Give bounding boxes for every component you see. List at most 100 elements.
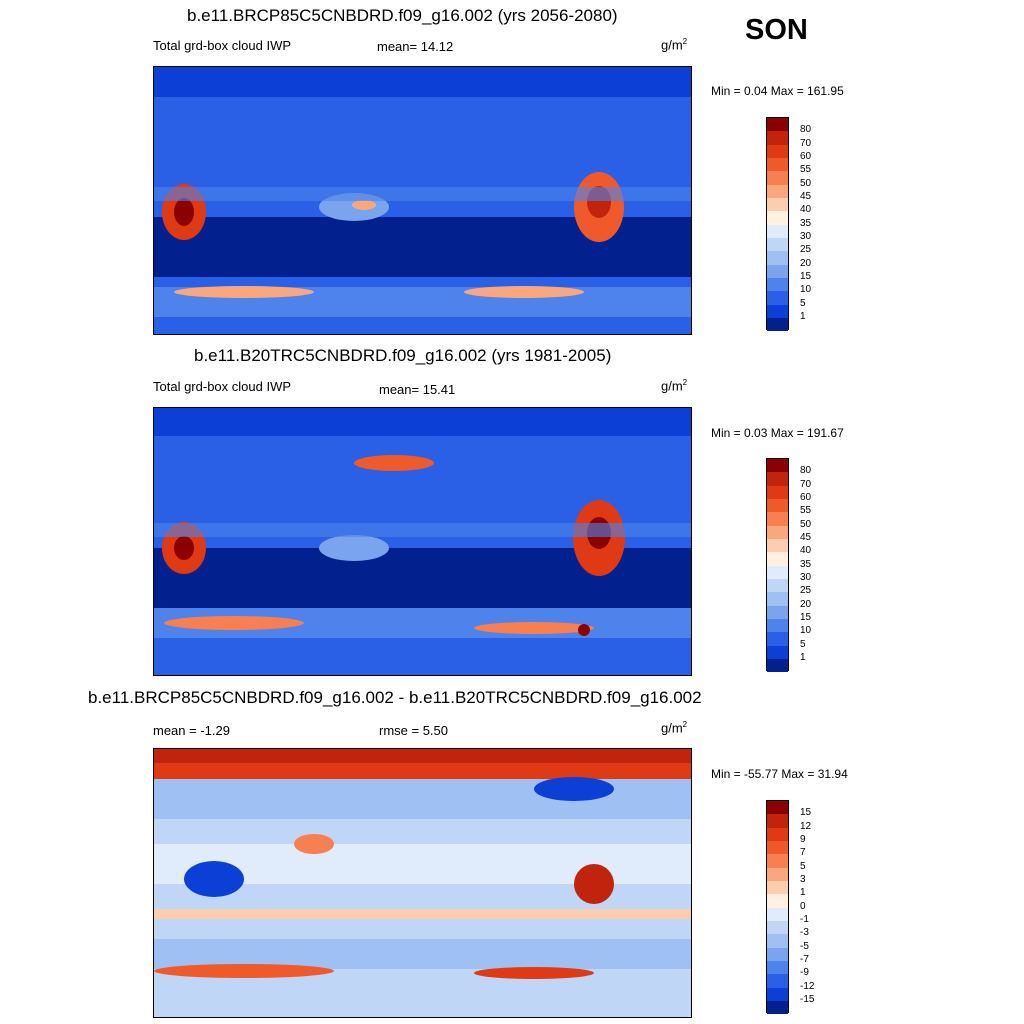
colorbar-tick-label: -9	[800, 967, 809, 979]
panel-1-min-max: Min = 0.04 Max = 161.95	[711, 84, 844, 98]
colorbar-swatch	[767, 987, 788, 1001]
colorbar-tick-label: 10	[800, 284, 812, 296]
colorbar-swatch	[767, 801, 788, 815]
colorbar-swatch	[767, 1000, 788, 1015]
colorbar-tick-label: 40	[800, 545, 812, 557]
colorbar-swatch	[767, 840, 788, 855]
colorbar-tick-label: 50	[800, 177, 812, 189]
colorbar-tick-label: 55	[800, 505, 812, 517]
colorbar-tick-label: -5	[800, 940, 809, 952]
colorbar-swatch	[767, 592, 788, 606]
colorbar-swatch	[767, 934, 788, 948]
colorbar-swatch	[767, 264, 788, 278]
colorbar-tick-label: 80	[800, 465, 812, 477]
panel-1-units: g/m2	[661, 37, 688, 53]
colorbar-tick-label: 45	[800, 531, 812, 543]
colorbar-tick-label: 80	[800, 124, 812, 136]
colorbar-tick-label: 1	[800, 887, 806, 899]
panel-1-title: b.e11.BRCP85C5CNBDRD.f09_g16.002 (yrs 20…	[187, 6, 618, 25]
colorbar-swatch	[767, 947, 788, 961]
colorbar-swatch	[767, 317, 788, 332]
colorbar-tick-label: 35	[800, 217, 812, 229]
colorbar-swatch	[767, 974, 788, 988]
colorbar-tick-label: 20	[800, 257, 812, 269]
colorbar-swatch	[767, 605, 788, 619]
panel-1-variable-label: Total grd-box cloud IWP	[153, 38, 292, 53]
colorbar-tick-label: 10	[800, 625, 812, 637]
colorbar-swatch	[767, 854, 788, 868]
colorbar-tick-label: 5	[800, 860, 806, 872]
panel-2-variable-label: Total grd-box cloud IWP	[153, 379, 292, 394]
colorbar-tick-label: 35	[800, 558, 812, 570]
panel-2-mean-label: mean= 15.41	[379, 382, 456, 397]
panel-2-colorbar-swatches	[766, 458, 789, 673]
colorbar-swatch	[767, 251, 788, 265]
panel-1-map	[153, 66, 692, 335]
colorbar-swatch	[767, 920, 788, 935]
colorbar-swatch	[767, 827, 788, 841]
colorbar-swatch	[767, 171, 788, 185]
colorbar-swatch	[767, 578, 788, 593]
colorbar-swatch	[767, 552, 788, 566]
colorbar-tick-label: -7	[800, 953, 809, 965]
colorbar-swatch	[767, 658, 788, 673]
colorbar-tick-label: 60	[800, 491, 812, 503]
colorbar-swatch	[767, 304, 788, 318]
colorbar-swatch	[767, 184, 788, 198]
colorbar-swatch	[767, 118, 788, 132]
colorbar-tick-label: 30	[800, 571, 812, 583]
panel-2-min-max: Min = 0.03 Max = 191.67	[711, 426, 844, 440]
season-label: SON	[745, 14, 808, 46]
colorbar-swatch	[767, 144, 788, 158]
colorbar-swatch	[767, 459, 788, 473]
colorbar-swatch	[767, 277, 788, 292]
colorbar-swatch	[767, 224, 788, 238]
colorbar-swatch	[767, 485, 788, 499]
colorbar-tick-label: 55	[800, 164, 812, 176]
colorbar-swatch	[767, 291, 788, 305]
colorbar-tick-label: 3	[800, 873, 806, 885]
colorbar-swatch	[767, 512, 788, 526]
colorbar-swatch	[767, 197, 788, 212]
colorbar-tick-label: 40	[800, 204, 812, 216]
colorbar-swatch	[767, 565, 788, 579]
colorbar-tick-label: -12	[800, 980, 815, 992]
panel-3-rmse-label: rmse = 5.50	[379, 723, 449, 738]
colorbar-tick-label: 15	[800, 611, 812, 623]
colorbar-swatch	[767, 960, 788, 975]
panel-2-units: g/m2	[661, 378, 688, 394]
colorbar-tick-label: 25	[800, 244, 812, 256]
colorbar-tick-label: 15	[800, 270, 812, 282]
colorbar-tick-label: 0	[800, 900, 806, 912]
panel-3-title: b.e11.BRCP85C5CNBDRD.f09_g16.002 - b.e11…	[88, 688, 702, 707]
colorbar-tick-label: 9	[800, 833, 806, 845]
colorbar-swatch	[767, 867, 788, 881]
colorbar-tick-label: 70	[800, 137, 812, 149]
colorbar-tick-label: 20	[800, 598, 812, 610]
colorbar-swatch	[767, 472, 788, 486]
colorbar-tick-label: 12	[800, 820, 812, 832]
colorbar-tick-label: 5	[800, 638, 806, 650]
colorbar-swatch	[767, 894, 788, 908]
colorbar-tick-label: 15	[800, 807, 812, 819]
panel-3-mean-label: mean = -1.29	[153, 723, 230, 738]
colorbar-tick-label: 50	[800, 518, 812, 530]
panel-3-colorbar-swatches	[766, 800, 789, 1015]
colorbar-swatch	[767, 525, 788, 539]
colorbar-swatch	[767, 814, 788, 828]
colorbar-tick-label: 7	[800, 847, 806, 859]
panel-2-title: b.e11.B20TRC5CNBDRD.f09_g16.002 (yrs 198…	[194, 346, 612, 365]
colorbar-tick-label: 60	[800, 150, 812, 162]
colorbar-tick-label: -1	[800, 913, 809, 925]
panel-3-map	[153, 748, 692, 1018]
colorbar-tick-label: -3	[800, 927, 809, 939]
colorbar-tick-label: 1	[800, 310, 806, 322]
colorbar-tick-label: -15	[800, 993, 815, 1005]
colorbar-swatch	[767, 645, 788, 659]
panel-3-min-max: Min = -55.77 Max = 31.94	[711, 767, 848, 781]
colorbar-swatch	[767, 131, 788, 145]
colorbar-tick-label: 45	[800, 190, 812, 202]
colorbar-swatch	[767, 237, 788, 252]
colorbar-swatch	[767, 211, 788, 225]
colorbar-swatch	[767, 632, 788, 646]
